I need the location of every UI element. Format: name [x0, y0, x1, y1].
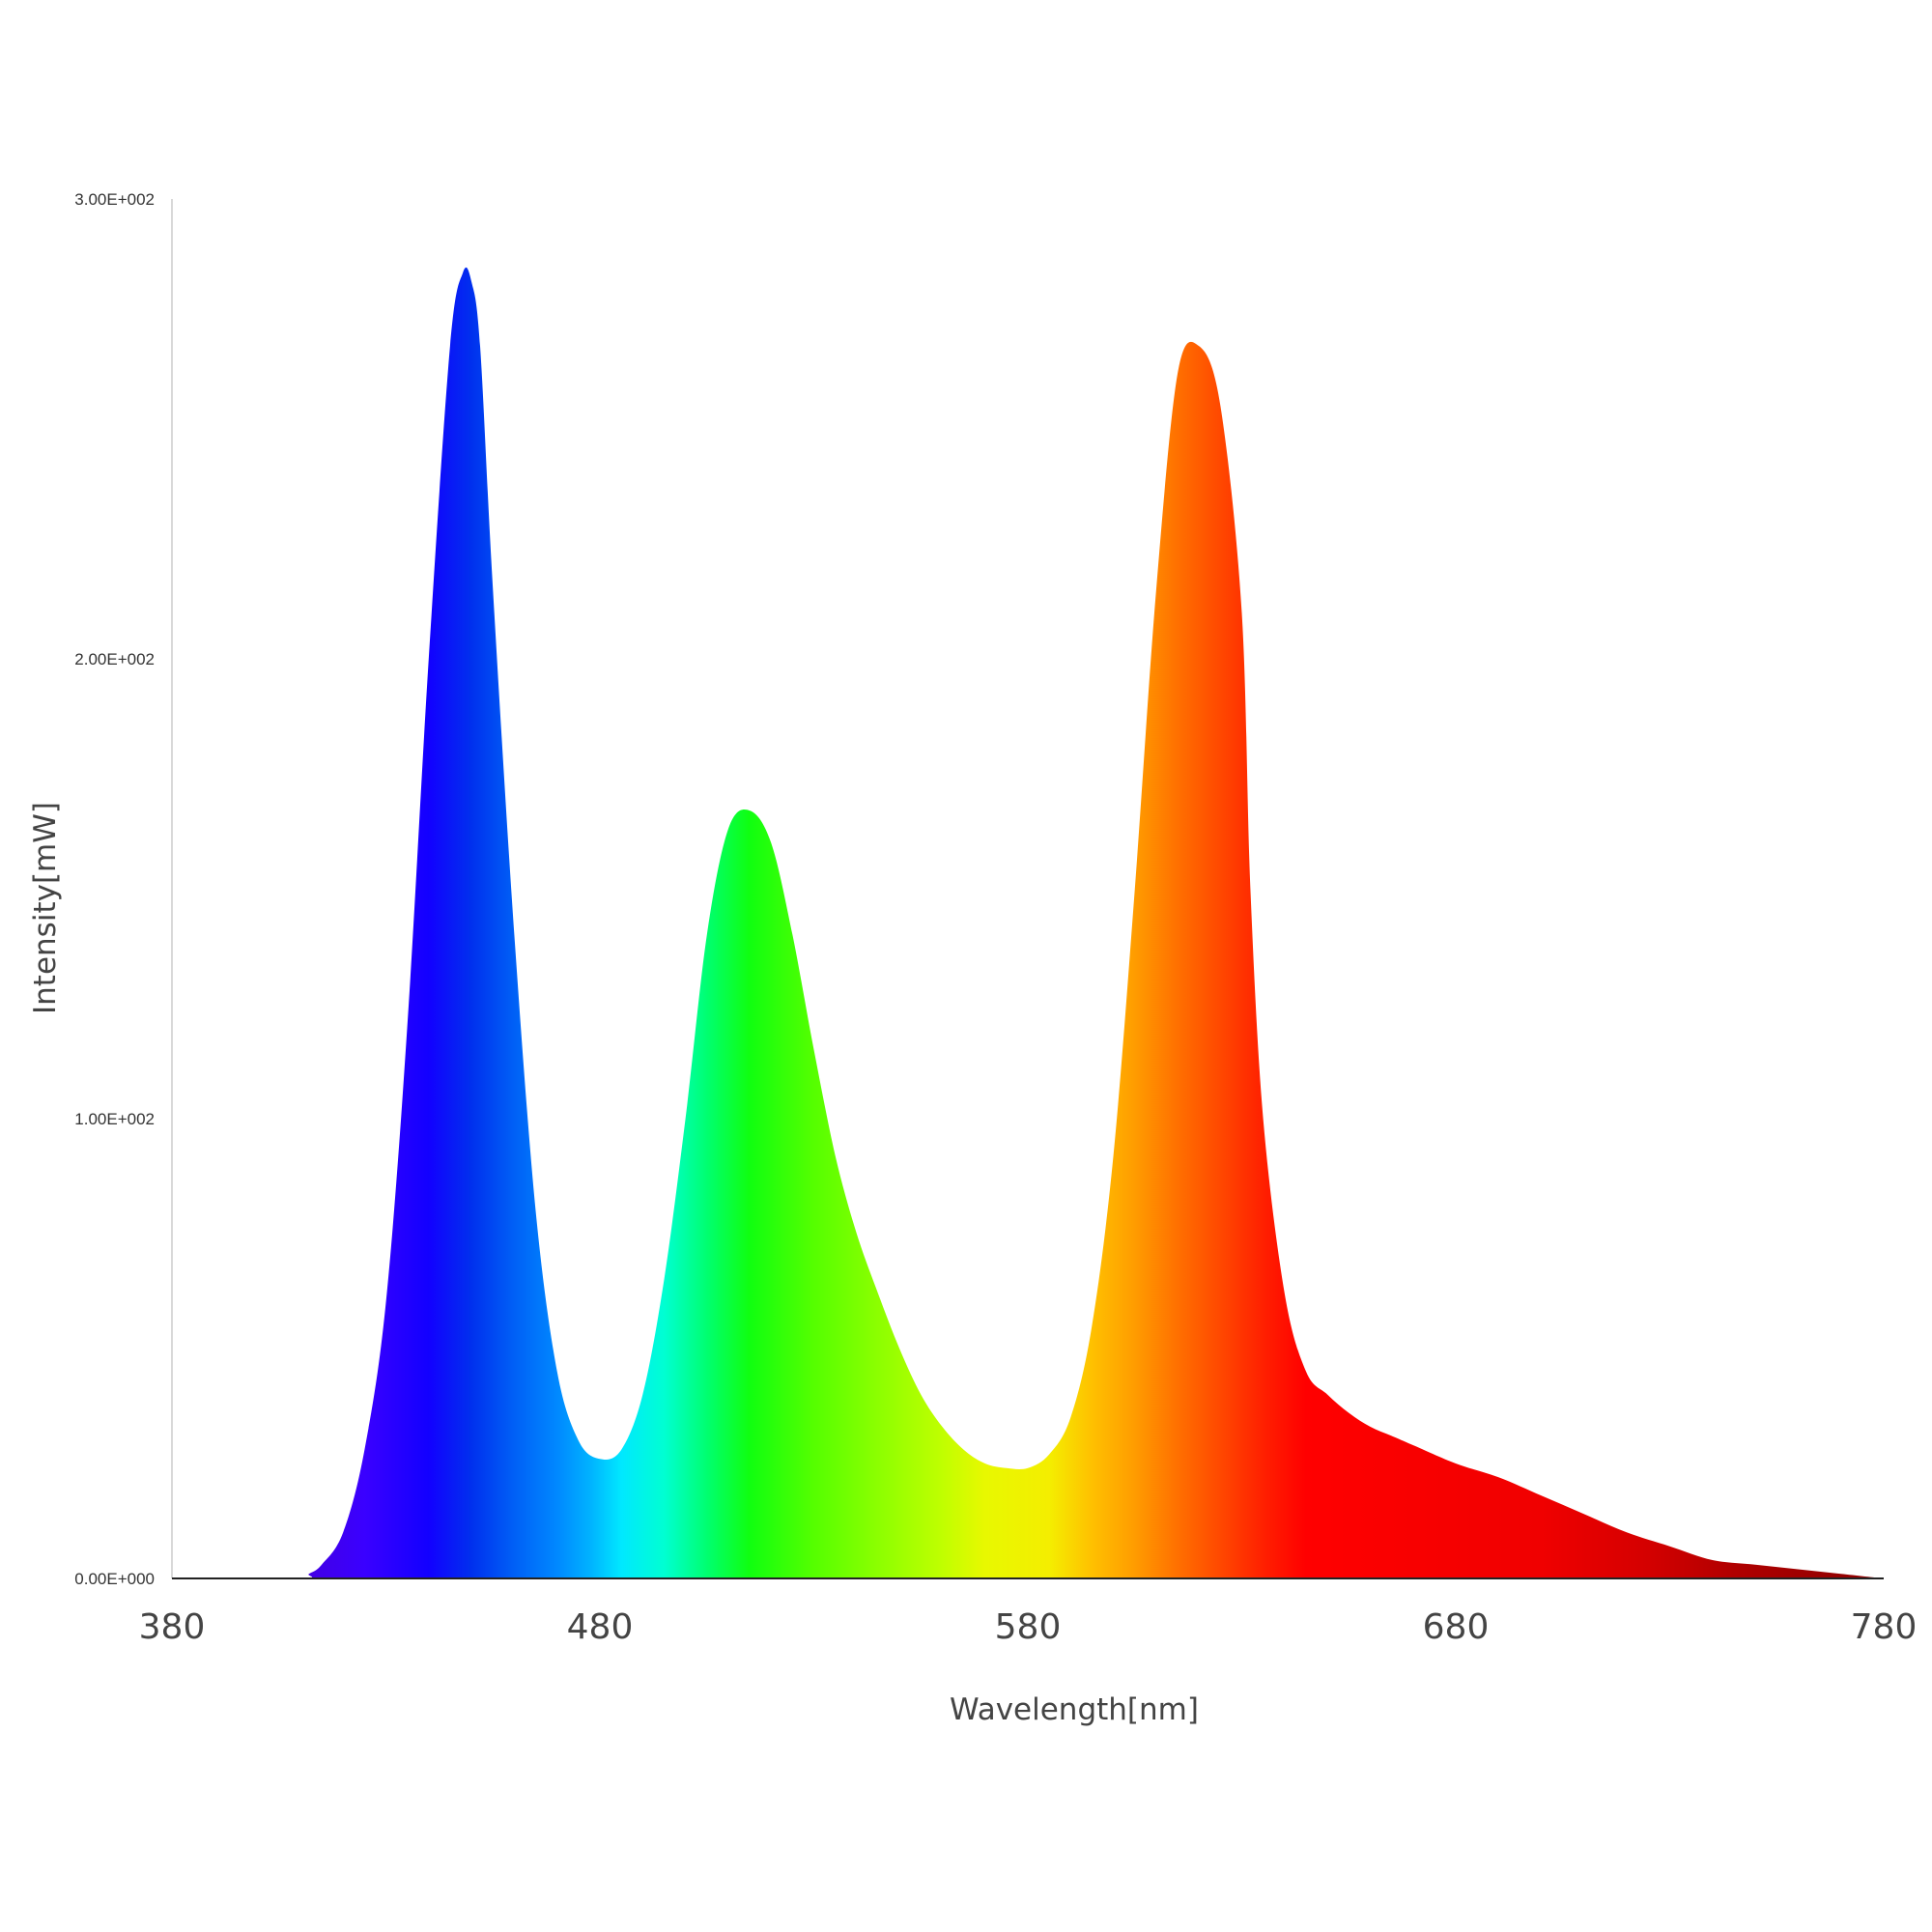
x-tick-label: 680	[1423, 1607, 1490, 1647]
y-axis-title: Intensity[mW]	[28, 802, 63, 1014]
x-tick-label: 780	[1851, 1607, 1918, 1647]
x-axis-ticks: 380 480 580 680 780	[139, 1607, 1918, 1647]
y-tick-label: 2.00E+002	[74, 650, 155, 668]
axes	[171, 199, 1884, 1579]
y-axis-ticks: 0.00E+000 1.00E+002 2.00E+002 3.00E+002	[74, 190, 155, 1588]
x-axis-title: Wavelength[nm]	[950, 1692, 1199, 1727]
y-tick-label: 0.00E+000	[74, 1570, 155, 1588]
spectrum-area	[172, 267, 1884, 1578]
x-tick-label: 480	[567, 1607, 634, 1647]
y-tick-label: 3.00E+002	[74, 190, 155, 209]
x-tick-label: 380	[139, 1607, 206, 1647]
plot-area	[172, 267, 1884, 1578]
x-tick-label: 580	[995, 1607, 1062, 1647]
y-tick-label: 1.00E+002	[74, 1110, 155, 1128]
